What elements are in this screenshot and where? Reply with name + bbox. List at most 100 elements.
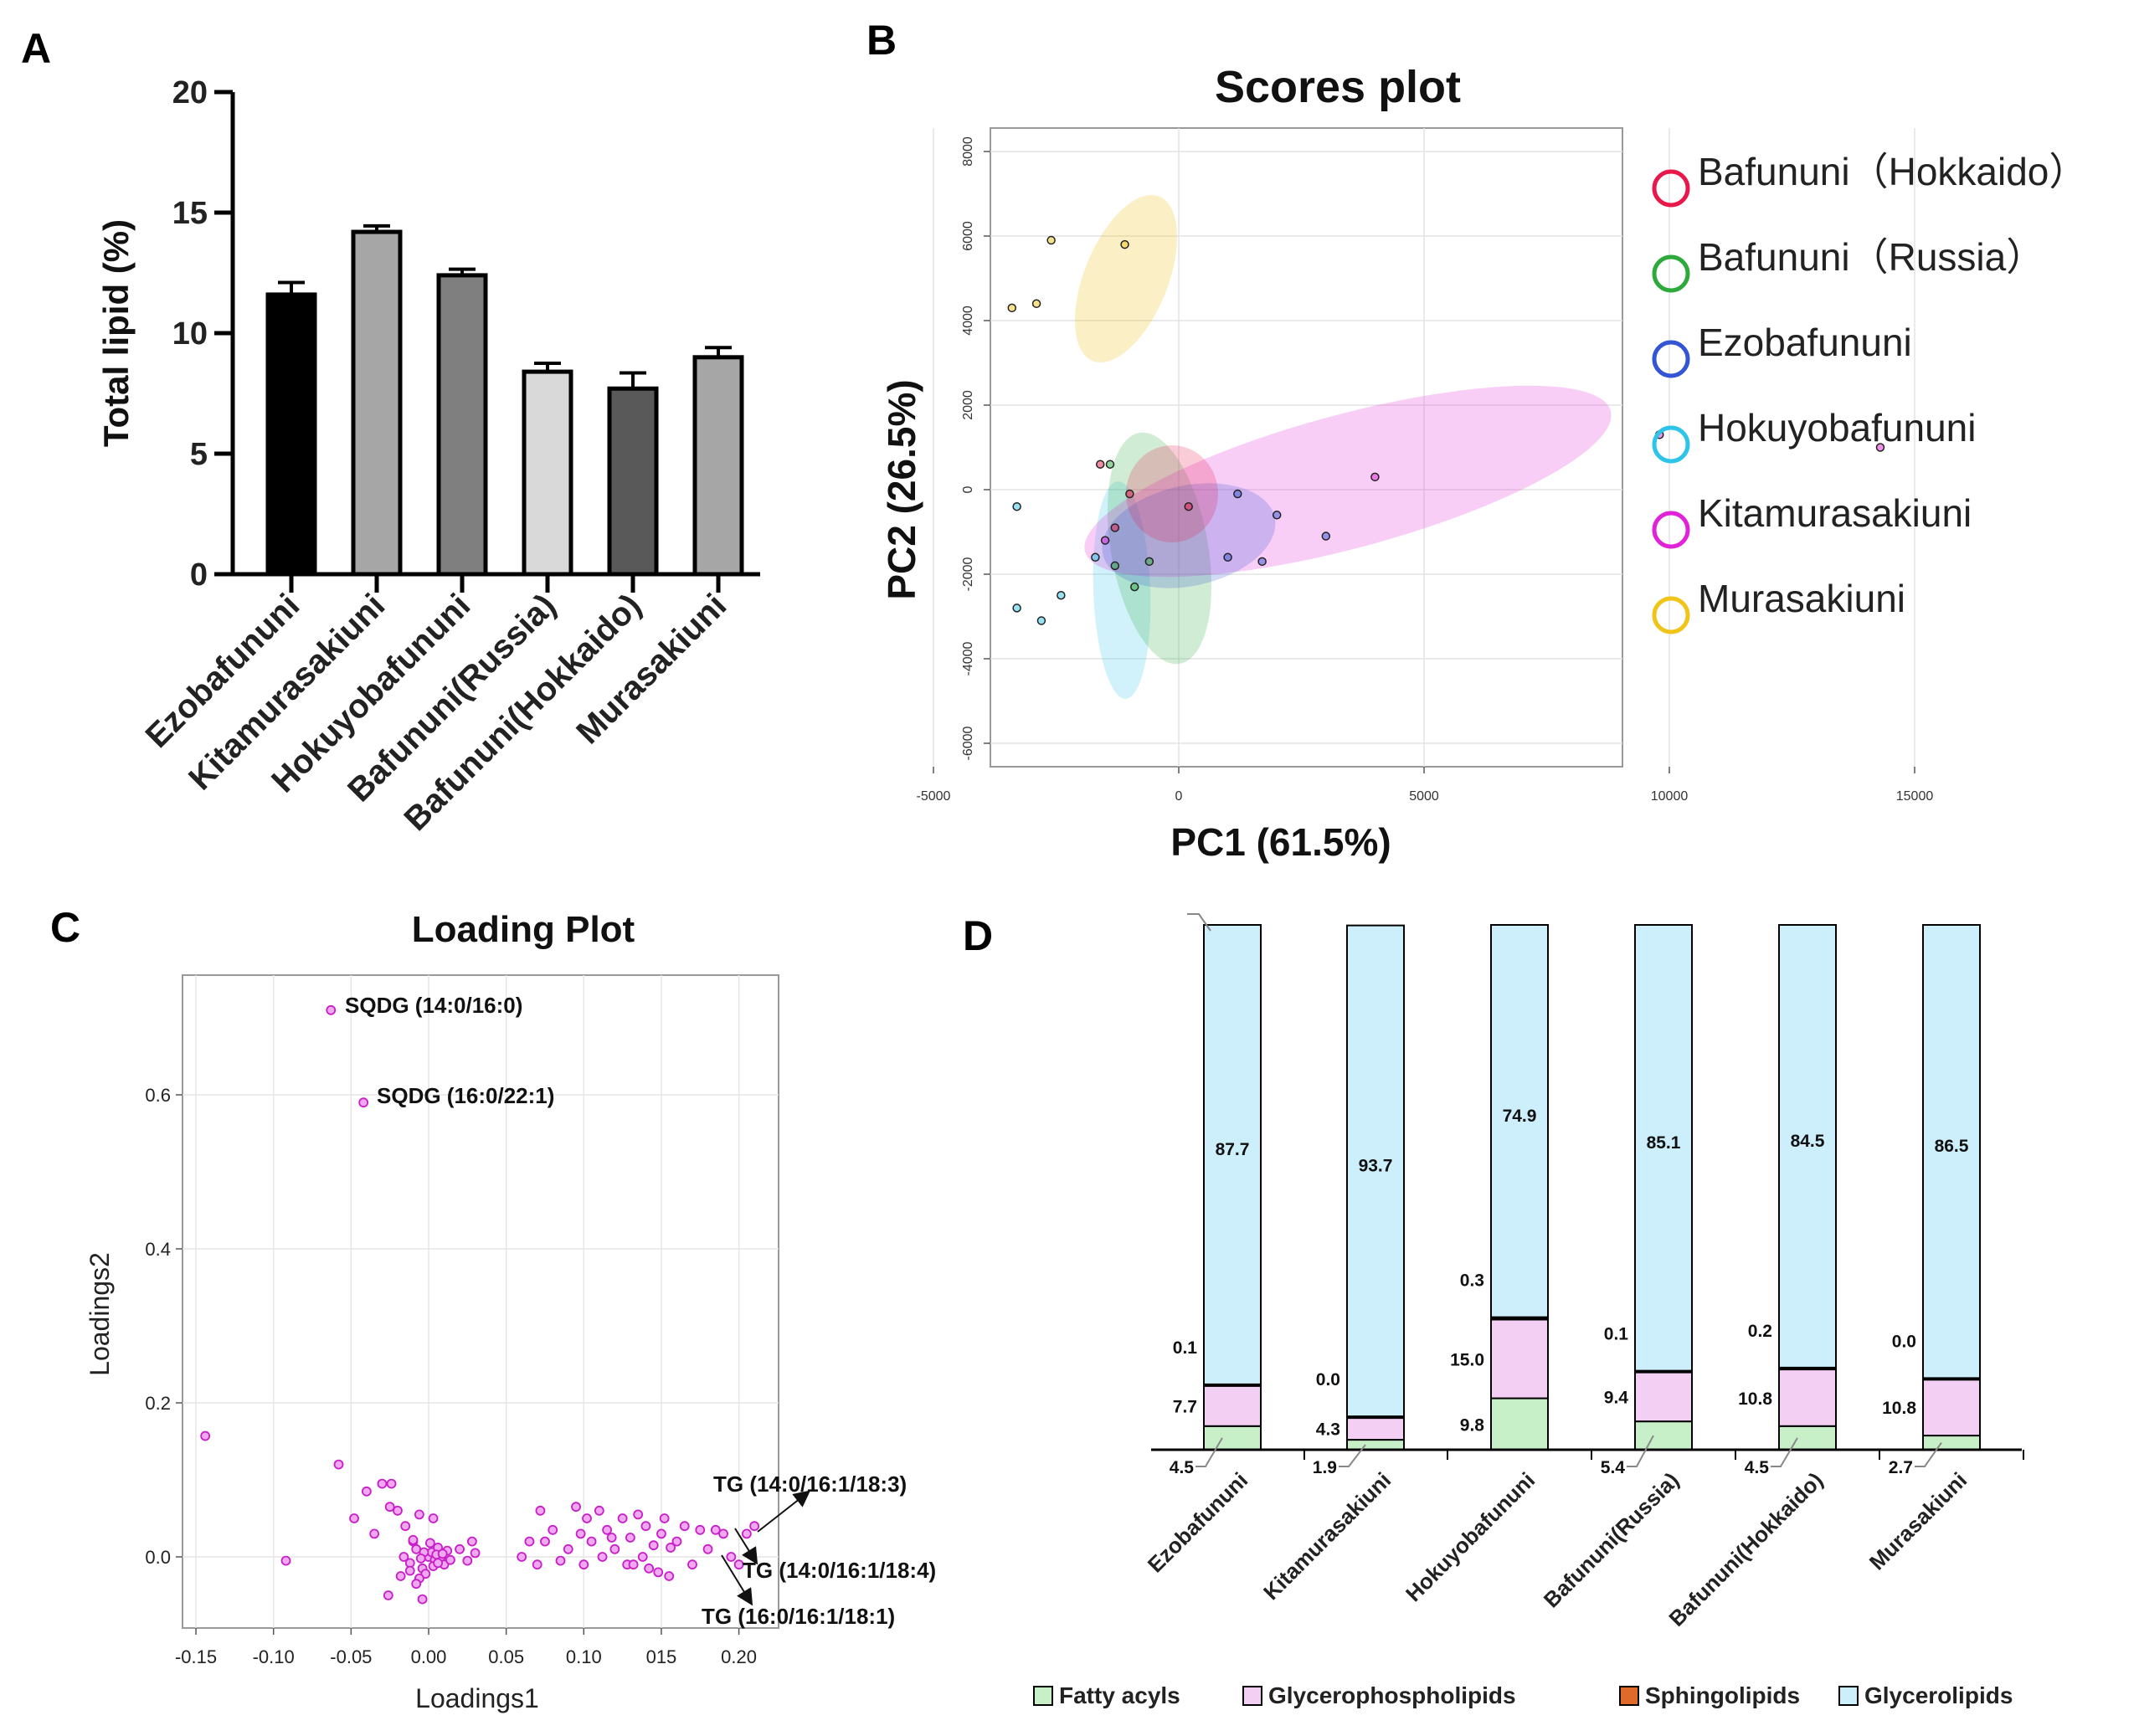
panel-label-b: B — [866, 17, 897, 64]
b-chart-title: Scores plot — [1215, 62, 1461, 112]
c-point — [555, 1555, 566, 1566]
d-label-glycerolipids: 87.7 — [1216, 1140, 1250, 1159]
d-label-glycerophospholipids: 4.3 — [1316, 1420, 1340, 1440]
panel-label-d: D — [963, 912, 993, 959]
d-x-tick-label: Hokuyobafununi — [1401, 1467, 1540, 1606]
b-ellipse-hokuyobafununi — [1093, 481, 1151, 699]
b-point-kitamurasakiuni — [1875, 443, 1885, 452]
b-y-tick-label: -6000 — [961, 726, 975, 760]
d-label-glycerolipids: 85.1 — [1647, 1133, 1681, 1153]
b-x-tick-label: -5000 — [917, 789, 951, 804]
a-y-axis-label: Total lipid (%) — [96, 219, 136, 447]
a-y-tick-label: 15 — [172, 196, 208, 231]
c-point-annotated — [358, 1097, 369, 1108]
c-point — [718, 1528, 728, 1539]
a-bar-hokuyobafununi — [436, 273, 488, 577]
d-label-sphingolipids: 0.1 — [1173, 1338, 1198, 1358]
b-y-tick-label: 8000 — [961, 136, 975, 167]
b-point-ezobafununi — [1272, 511, 1282, 520]
a-bar-bafununi-hokkaido — [607, 386, 659, 577]
b-point-murasakiuni — [1046, 235, 1056, 245]
c-point — [571, 1502, 581, 1513]
d-segment-fatty-acyls-bafununi-russia — [1634, 1420, 1693, 1451]
b-legend-label: Ezobafununi — [1698, 321, 1912, 364]
c-point — [710, 1524, 721, 1535]
c-point — [749, 1521, 760, 1532]
c-point — [445, 1554, 455, 1565]
d-legend-swatch-fatty-acyls — [1033, 1686, 1053, 1706]
panel-b-scores-plot: Scores plot -500005000100001500020000-60… — [880, 62, 2087, 864]
a-y-tick-label: 10 — [172, 316, 208, 352]
c-point — [437, 1549, 448, 1559]
c-point — [617, 1513, 628, 1523]
d-legend-swatch-sphingolipids — [1619, 1686, 1639, 1706]
d-label-glycerolipids: 84.5 — [1791, 1132, 1825, 1151]
c-x-tick-label: -0.15 — [175, 1646, 217, 1667]
c-y-axis-label: Loadings2 — [85, 1252, 115, 1376]
a-bar-kitamurasakiuni — [351, 229, 403, 577]
d-legend-label: Sphingolipids — [1645, 1682, 1800, 1708]
b-point-murasakiuni — [1007, 303, 1017, 313]
d-leader-line — [1187, 913, 1211, 932]
d-segment-glycerolipids-murasakiuni — [1922, 924, 1981, 1380]
c-point — [637, 1552, 648, 1562]
d-label-glycerolipids: 74.9 — [1503, 1107, 1537, 1126]
b-legend-marker-ezobafununi — [1652, 340, 1690, 378]
b-point-kitamurasakiuni — [1100, 536, 1110, 545]
d-label-sphingolipids: 0.0 — [1316, 1370, 1340, 1389]
d-leader-line — [1627, 1435, 1654, 1467]
c-point — [540, 1536, 550, 1547]
c-point — [625, 1533, 635, 1543]
c-point — [671, 1536, 682, 1547]
b-point-bafununi-hokkaido — [1110, 523, 1120, 532]
d-label-fatty-acyls: 5.4 — [1601, 1458, 1626, 1477]
c-point — [532, 1559, 542, 1570]
b-y-tick-label: -2000 — [961, 557, 975, 591]
d-label-fatty-acyls: 2.7 — [1889, 1458, 1913, 1477]
d-label-sphingolipids: 0.3 — [1460, 1271, 1484, 1291]
b-point-hokuyobafununi — [1036, 616, 1046, 625]
c-annotation-arrow — [721, 1554, 753, 1606]
c-x-tick-label: 015 — [646, 1646, 677, 1667]
d-label-sphingolipids: 0.1 — [1604, 1325, 1629, 1344]
c-point — [679, 1521, 690, 1532]
b-ellipse-murasakiuni — [1074, 194, 1178, 363]
b-point-bafununi-hokkaido — [1095, 460, 1105, 469]
c-x-tick-label: -0.05 — [330, 1646, 372, 1667]
c-point — [597, 1552, 608, 1562]
a-bar-ezobafununi — [265, 292, 317, 577]
c-point — [524, 1536, 535, 1547]
b-x-tick-label: 15000 — [1896, 789, 1934, 804]
d-leader-line — [1915, 1441, 1942, 1467]
b-legend-marker-hokuyobafununi — [1652, 425, 1690, 464]
c-point — [428, 1513, 439, 1523]
c-point — [466, 1536, 477, 1547]
b-ellipse-bafununi-hokkaido — [1126, 445, 1218, 542]
c-point — [424, 1538, 435, 1549]
d-segment-glycerophospholipids-bafununi-russia — [1634, 1371, 1693, 1423]
c-point — [726, 1552, 737, 1562]
b-ellipse-bafununi-russia — [1107, 432, 1212, 665]
c-point — [462, 1555, 473, 1566]
c-y-tick-label: 0.2 — [145, 1393, 171, 1414]
c-point — [741, 1528, 752, 1539]
b-legend-label: Bafununi（Russia） — [1698, 235, 2044, 279]
d-label-fatty-acyls: 9.8 — [1460, 1415, 1485, 1435]
c-y-tick-label: 0.6 — [145, 1085, 171, 1106]
d-label-glycerolipids: 93.7 — [1359, 1156, 1393, 1175]
a-y-tick-label: 0 — [190, 557, 208, 593]
b-legend-label: Murasakiuni — [1698, 577, 1905, 620]
b-ellipse-kitamurasakiuni — [1084, 385, 1612, 578]
panel-label-c: C — [50, 904, 80, 951]
b-point-hokuyobafununi — [1012, 603, 1021, 613]
b-point-bafununi-russia — [1144, 557, 1154, 567]
c-point — [609, 1543, 620, 1554]
c-point — [384, 1502, 395, 1513]
a-bar-bafununi-russia — [522, 369, 573, 577]
c-point — [535, 1505, 546, 1516]
b-legend-label: Kitamurasakiuni — [1698, 491, 1972, 535]
b-legend-marker-murasakiuni — [1652, 596, 1690, 634]
c-plot-frame — [182, 974, 779, 1629]
d-label-fatty-acyls: 4.5 — [1170, 1458, 1195, 1477]
